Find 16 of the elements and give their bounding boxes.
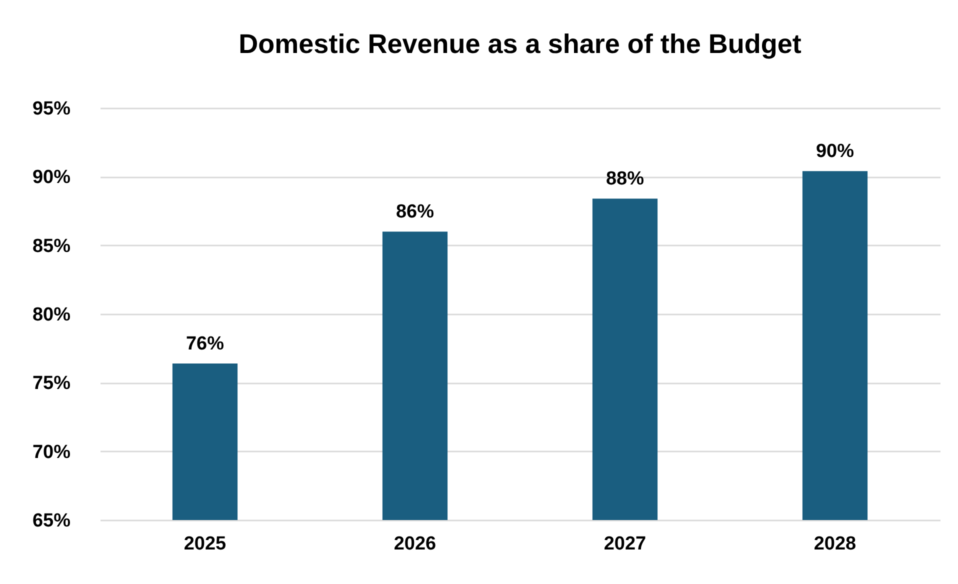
chart-title: Domestic Revenue as a share of the Budget: [238, 29, 802, 59]
data-label: 90%: [816, 141, 854, 162]
x-tick-label: 2026: [394, 534, 436, 554]
y-tick-label: 70%: [32, 442, 71, 463]
y-tick-label: 80%: [32, 304, 71, 326]
y-tick-label: 75%: [32, 373, 71, 394]
y-tick-label: 65%: [32, 510, 71, 532]
y-tick-label: 95%: [32, 98, 71, 120]
y-tick-label: 90%: [32, 167, 71, 188]
x-tick-label: 2028: [814, 534, 856, 554]
data-label: 88%: [606, 168, 644, 190]
y-tick-label: 85%: [32, 236, 71, 257]
data-label: 76%: [186, 333, 224, 354]
x-tick-label: 2025: [184, 534, 227, 554]
x-tick-label: 2027: [604, 534, 646, 554]
data-label: 86%: [396, 202, 434, 223]
